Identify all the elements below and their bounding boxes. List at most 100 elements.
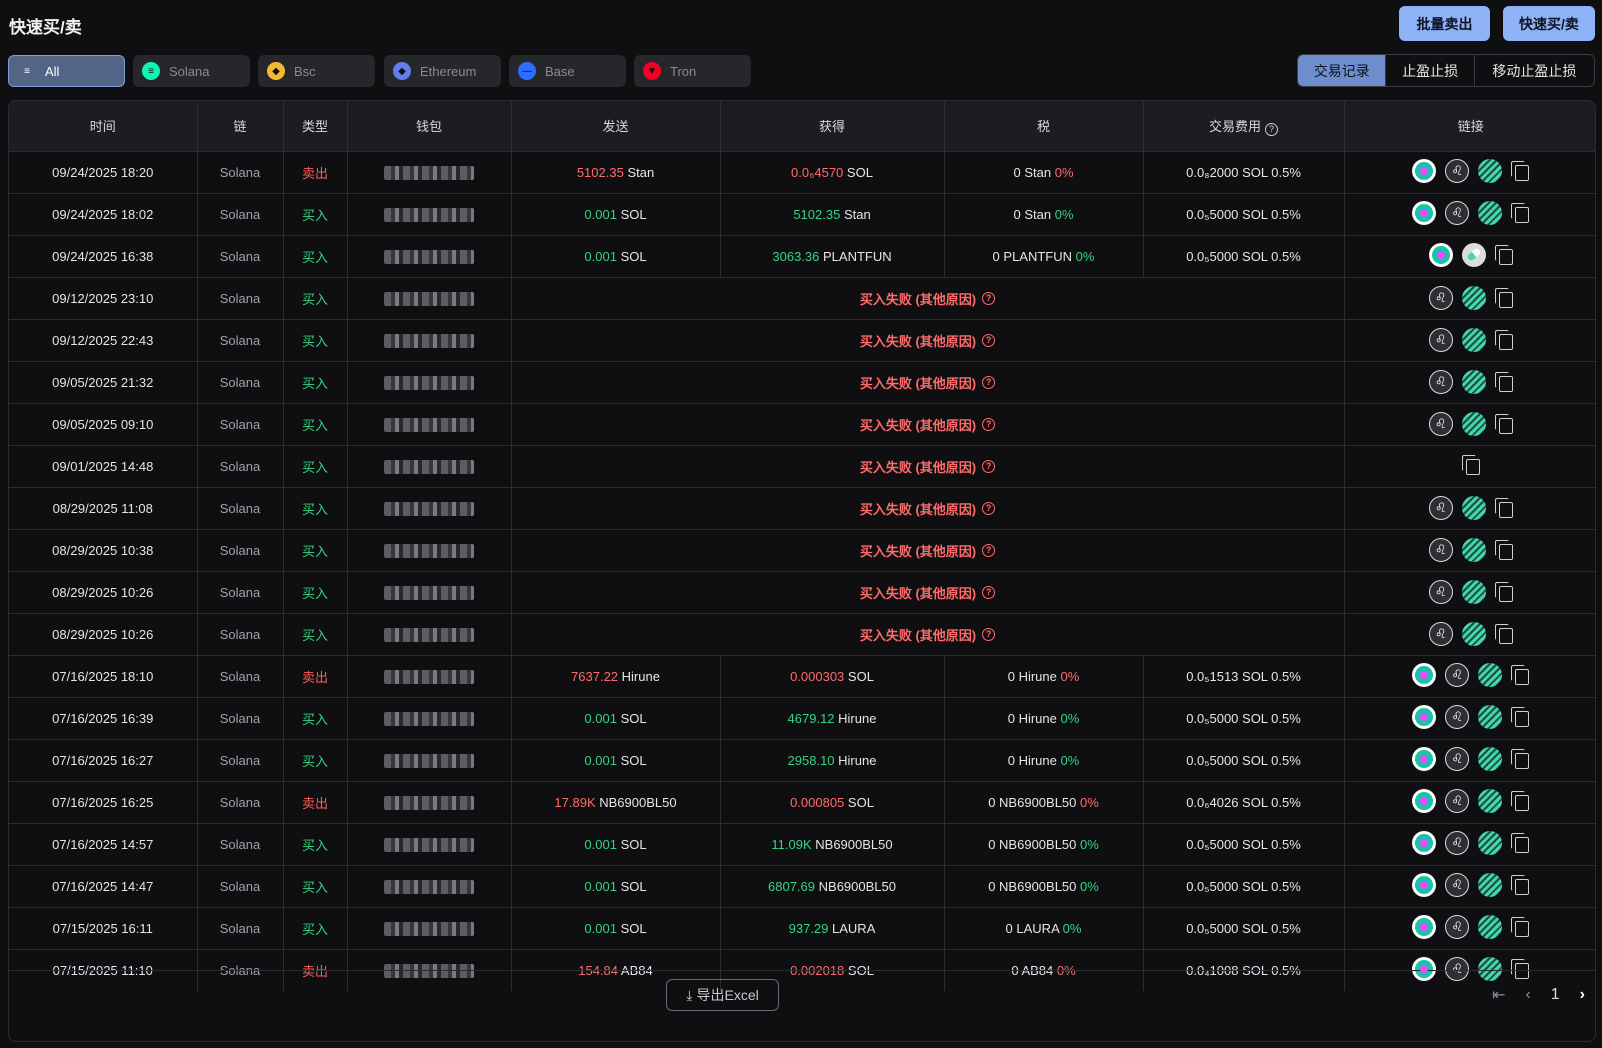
wave-icon[interactable] bbox=[1461, 328, 1486, 352]
wave-icon[interactable] bbox=[1478, 200, 1503, 225]
wallet-address-redacted[interactable] bbox=[384, 711, 474, 726]
help-icon[interactable]: ? bbox=[982, 627, 996, 641]
wave-icon[interactable] bbox=[1478, 158, 1503, 183]
help-icon[interactable]: ? bbox=[982, 375, 996, 389]
wave-icon[interactable] bbox=[1461, 622, 1486, 646]
chain-chip-ethereum[interactable]: ◆ Ethereum bbox=[384, 55, 501, 87]
wallet-address-redacted[interactable] bbox=[384, 249, 474, 264]
copy-icon[interactable] bbox=[1511, 160, 1530, 181]
wallet-address-redacted[interactable] bbox=[384, 207, 474, 222]
chain-chip-tron[interactable]: ▼ Tron bbox=[634, 55, 751, 87]
copy-icon[interactable] bbox=[1511, 916, 1530, 937]
wallet-address-redacted[interactable] bbox=[384, 837, 474, 852]
wallet-address-redacted[interactable] bbox=[384, 459, 474, 474]
lion-icon[interactable]: ♌ bbox=[1428, 538, 1453, 562]
lion-icon[interactable]: ♌ bbox=[1445, 956, 1470, 981]
lion-icon[interactable]: ♌ bbox=[1445, 788, 1470, 813]
explorer-ring-icon[interactable] bbox=[1412, 200, 1437, 225]
wave-icon[interactable] bbox=[1478, 788, 1503, 813]
explorer-ring-icon[interactable] bbox=[1412, 158, 1437, 183]
copy-icon[interactable] bbox=[1511, 748, 1530, 769]
lion-icon[interactable]: ♌ bbox=[1428, 328, 1453, 352]
wallet-address-redacted[interactable] bbox=[384, 921, 474, 936]
help-icon[interactable]: ? bbox=[1265, 122, 1278, 136]
lion-icon[interactable]: ♌ bbox=[1445, 200, 1470, 225]
lion-icon[interactable]: ♌ bbox=[1445, 872, 1470, 897]
help-icon[interactable]: ? bbox=[982, 291, 996, 305]
lion-icon[interactable]: ♌ bbox=[1428, 412, 1453, 436]
wave-icon[interactable] bbox=[1461, 538, 1486, 562]
wave-icon[interactable] bbox=[1461, 286, 1486, 310]
explorer-ring-icon[interactable] bbox=[1412, 830, 1437, 855]
wallet-address-redacted[interactable] bbox=[384, 879, 474, 894]
tab-trailing[interactable]: 移动止盈止损 bbox=[1492, 62, 1577, 79]
wallet-address-redacted[interactable] bbox=[384, 669, 474, 684]
copy-icon[interactable] bbox=[1461, 454, 1480, 475]
first-page-icon[interactable]: ⇤ bbox=[1492, 987, 1506, 1004]
wallet-address-redacted[interactable] bbox=[384, 543, 474, 558]
wave-icon[interactable] bbox=[1478, 704, 1503, 729]
help-icon[interactable]: ? bbox=[982, 585, 996, 599]
wave-icon[interactable] bbox=[1461, 496, 1486, 520]
lion-icon[interactable]: ♌ bbox=[1445, 662, 1470, 687]
wave-icon[interactable] bbox=[1478, 956, 1503, 981]
copy-icon[interactable] bbox=[1511, 790, 1530, 811]
lion-icon[interactable]: ♌ bbox=[1428, 286, 1453, 310]
wave-icon[interactable] bbox=[1478, 914, 1503, 939]
help-icon[interactable]: ? bbox=[982, 501, 996, 515]
chain-chip-bsc[interactable]: ◆ Bsc bbox=[258, 55, 375, 87]
explorer-ring-icon[interactable] bbox=[1412, 788, 1437, 813]
explorer-ring-icon[interactable] bbox=[1412, 746, 1437, 771]
wave-icon[interactable] bbox=[1478, 872, 1503, 897]
copy-icon[interactable] bbox=[1511, 664, 1530, 685]
wallet-address-redacted[interactable] bbox=[384, 795, 474, 810]
chain-chip-solana[interactable]: ≡ Solana bbox=[133, 55, 250, 87]
copy-icon[interactable] bbox=[1511, 832, 1530, 853]
help-icon[interactable]: ? bbox=[982, 459, 996, 473]
wave-icon[interactable] bbox=[1478, 746, 1503, 771]
explorer-ring-icon[interactable] bbox=[1412, 662, 1437, 687]
copy-icon[interactable] bbox=[1494, 498, 1513, 518]
lion-icon[interactable]: ♌ bbox=[1445, 830, 1470, 855]
wallet-address-redacted[interactable] bbox=[384, 585, 474, 600]
lion-icon[interactable]: ♌ bbox=[1428, 622, 1453, 646]
wave-icon[interactable] bbox=[1461, 412, 1486, 436]
lion-icon[interactable]: ♌ bbox=[1445, 704, 1470, 729]
wallet-address-redacted[interactable] bbox=[384, 165, 474, 180]
explorer-ring-icon[interactable] bbox=[1412, 914, 1437, 939]
lion-icon[interactable]: ♌ bbox=[1428, 496, 1453, 520]
copy-icon[interactable] bbox=[1494, 582, 1513, 602]
wallet-address-redacted[interactable] bbox=[384, 333, 474, 348]
wave-icon[interactable] bbox=[1461, 370, 1486, 394]
wallet-address-redacted[interactable] bbox=[384, 627, 474, 642]
wave-icon[interactable] bbox=[1461, 580, 1486, 604]
wallet-address-redacted[interactable] bbox=[384, 291, 474, 306]
copy-icon[interactable] bbox=[1494, 372, 1513, 392]
batch-sell-button[interactable]: 批量卖出 bbox=[1399, 6, 1490, 41]
copy-icon[interactable] bbox=[1494, 288, 1513, 308]
copy-icon[interactable] bbox=[1511, 706, 1530, 727]
help-icon[interactable]: ? bbox=[982, 417, 996, 431]
chain-chip-all[interactable]: ≡ All bbox=[8, 55, 125, 87]
copy-icon[interactable] bbox=[1494, 414, 1513, 434]
tab-records[interactable]: 交易记录 bbox=[1298, 55, 1387, 86]
lion-icon[interactable]: ♌ bbox=[1445, 746, 1470, 771]
wave-icon[interactable] bbox=[1478, 662, 1503, 687]
wallet-address-redacted[interactable] bbox=[384, 964, 474, 979]
pill-icon[interactable] bbox=[1461, 242, 1486, 267]
lion-icon[interactable]: ♌ bbox=[1445, 914, 1470, 939]
copy-icon[interactable] bbox=[1494, 330, 1513, 350]
explorer-ring-icon[interactable] bbox=[1428, 242, 1453, 267]
wallet-address-redacted[interactable] bbox=[384, 417, 474, 432]
copy-icon[interactable] bbox=[1494, 540, 1513, 560]
next-page-icon[interactable]: › bbox=[1579, 986, 1585, 1003]
explorer-ring-icon[interactable] bbox=[1412, 704, 1437, 729]
export-excel-button[interactable]: ⤓ 导出Excel bbox=[666, 979, 779, 1011]
copy-icon[interactable] bbox=[1494, 244, 1513, 265]
copy-icon[interactable] bbox=[1494, 624, 1513, 644]
help-icon[interactable]: ? bbox=[982, 333, 996, 347]
lion-icon[interactable]: ♌ bbox=[1428, 580, 1453, 604]
wallet-address-redacted[interactable] bbox=[384, 501, 474, 516]
wallet-address-redacted[interactable] bbox=[384, 375, 474, 390]
lion-icon[interactable]: ♌ bbox=[1428, 370, 1453, 394]
